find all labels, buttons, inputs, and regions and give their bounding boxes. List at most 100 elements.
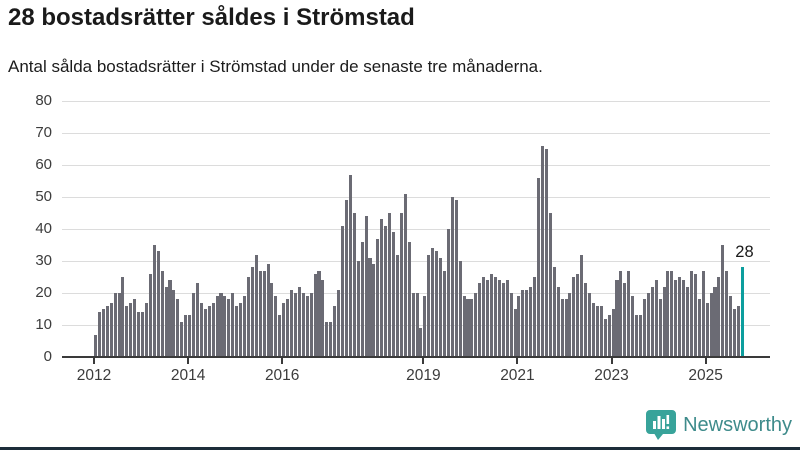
bar: [391, 232, 396, 357]
bar: [654, 280, 658, 357]
bar: [431, 248, 435, 357]
bar: [693, 273, 697, 357]
bar: [94, 334, 98, 357]
bar: [274, 296, 278, 357]
bar: [670, 270, 674, 357]
bar: [199, 302, 203, 357]
x-axis-label: 2021: [500, 367, 535, 384]
bar: [164, 286, 168, 357]
bar: [309, 293, 313, 357]
bar: [490, 273, 494, 357]
bar: [678, 277, 682, 357]
bar: [638, 315, 643, 357]
bar: [505, 280, 509, 357]
bar: [454, 200, 458, 357]
bar: [450, 197, 454, 357]
bar: [446, 229, 450, 357]
x-axis-line: [62, 355, 770, 358]
bar: [627, 270, 631, 357]
bar: [372, 264, 376, 357]
bar: [646, 293, 650, 357]
bar: [215, 296, 219, 357]
bar: [419, 328, 423, 357]
bar: [435, 251, 439, 357]
gridline: [62, 164, 770, 166]
bar: [544, 149, 548, 357]
bar: [156, 251, 160, 357]
bar: [721, 245, 725, 357]
x-axis-tick: [610, 358, 613, 364]
bar: [258, 270, 262, 357]
bar: [556, 286, 560, 357]
bar: [686, 286, 690, 357]
bar: [384, 225, 388, 357]
newsworthy-logo[interactable]: Newsworthy: [646, 409, 792, 441]
y-axis-label: 30: [35, 252, 52, 269]
bar: [442, 270, 446, 357]
bar: [235, 305, 239, 357]
bar-chart-bubble-icon: [646, 409, 677, 441]
bar: [219, 293, 223, 357]
bar: [603, 318, 607, 357]
bar: [733, 309, 737, 357]
y-axis-label: 60: [35, 156, 52, 173]
x-axis-tick: [187, 358, 190, 364]
bar: [266, 264, 270, 357]
bar: [501, 283, 505, 357]
bar: [329, 321, 333, 357]
bar: [105, 305, 109, 357]
bar: [148, 273, 152, 357]
bar: [591, 302, 595, 357]
bar: [137, 312, 141, 357]
bar: [407, 241, 411, 357]
gridline: [62, 228, 770, 230]
bar: [560, 299, 564, 357]
bar: [188, 315, 192, 357]
bar: [411, 293, 415, 357]
bar: [619, 270, 623, 357]
bar: [239, 302, 243, 357]
x-axis-label: 2019: [406, 367, 441, 384]
bar: [290, 289, 294, 357]
bar: [650, 286, 654, 357]
bar: [595, 305, 599, 357]
bar: [211, 302, 215, 357]
bar: [395, 254, 399, 357]
bar: [588, 293, 592, 357]
bar: [282, 302, 286, 357]
bar: [301, 293, 305, 357]
bar: [246, 277, 250, 357]
bar: [333, 305, 337, 357]
bar: [729, 296, 733, 357]
bar: [376, 238, 380, 357]
bar: [482, 277, 486, 357]
gridline: [62, 100, 770, 102]
bar: [642, 299, 646, 357]
bar: [360, 241, 364, 357]
gridline: [62, 196, 770, 198]
bar: [325, 321, 329, 357]
bar: [611, 309, 615, 357]
bar: [415, 293, 419, 357]
highlighted-bar: [740, 267, 744, 357]
x-axis-tick: [281, 358, 284, 364]
bar: [176, 299, 180, 357]
gridline: [62, 260, 770, 262]
bar: [439, 257, 443, 357]
bar: [509, 293, 513, 357]
x-axis-label: 2023: [594, 367, 629, 384]
bar: [109, 302, 113, 357]
x-axis-label: 2016: [264, 367, 300, 384]
bar: [262, 270, 266, 357]
bar: [172, 289, 176, 357]
bar: [223, 296, 227, 357]
y-axis-label: 10: [35, 316, 52, 333]
bar: [133, 299, 137, 357]
bar: [525, 289, 529, 357]
y-axis-label: 20: [35, 284, 52, 301]
bar: [113, 293, 117, 357]
bar: [493, 277, 497, 357]
bar: [380, 219, 384, 357]
x-axis-tick: [704, 358, 707, 364]
